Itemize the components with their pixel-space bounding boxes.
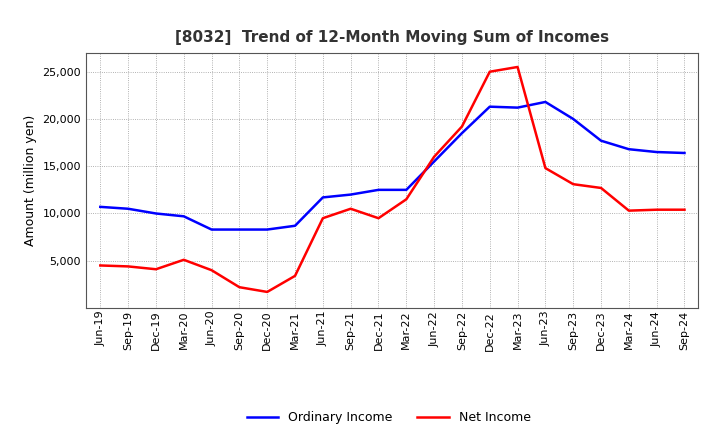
- Net Income: [680, 207, 689, 213]
- Line: Ordinary Income: Ordinary Income: [100, 102, 685, 230]
- Ordinary Income: [235, 227, 243, 232]
- Ordinary Income: [207, 227, 216, 232]
- Net Income: [346, 206, 355, 211]
- Ordinary Income: [291, 223, 300, 228]
- Legend: Ordinary Income, Net Income: Ordinary Income, Net Income: [242, 407, 536, 429]
- Ordinary Income: [680, 150, 689, 156]
- Net Income: [235, 285, 243, 290]
- Ordinary Income: [346, 192, 355, 197]
- Net Income: [152, 267, 161, 272]
- Net Income: [124, 264, 132, 269]
- Net Income: [179, 257, 188, 262]
- Net Income: [597, 185, 606, 191]
- Ordinary Income: [652, 150, 661, 155]
- Ordinary Income: [124, 206, 132, 211]
- Ordinary Income: [318, 195, 327, 200]
- Ordinary Income: [430, 159, 438, 164]
- Net Income: [541, 165, 550, 171]
- Ordinary Income: [485, 104, 494, 109]
- Net Income: [96, 263, 104, 268]
- Title: [8032]  Trend of 12-Month Moving Sum of Incomes: [8032] Trend of 12-Month Moving Sum of I…: [176, 29, 609, 45]
- Ordinary Income: [263, 227, 271, 232]
- Net Income: [291, 273, 300, 279]
- Ordinary Income: [541, 99, 550, 105]
- Ordinary Income: [402, 187, 410, 192]
- Ordinary Income: [374, 187, 383, 192]
- Net Income: [318, 216, 327, 221]
- Ordinary Income: [624, 147, 633, 152]
- Net Income: [652, 207, 661, 213]
- Ordinary Income: [597, 138, 606, 143]
- Ordinary Income: [569, 116, 577, 121]
- Y-axis label: Amount (million yen): Amount (million yen): [24, 115, 37, 246]
- Net Income: [402, 197, 410, 202]
- Net Income: [513, 64, 522, 70]
- Net Income: [458, 124, 467, 129]
- Net Income: [624, 208, 633, 213]
- Line: Net Income: Net Income: [100, 67, 685, 292]
- Ordinary Income: [96, 204, 104, 209]
- Net Income: [430, 154, 438, 159]
- Ordinary Income: [458, 131, 467, 136]
- Net Income: [485, 69, 494, 74]
- Ordinary Income: [179, 214, 188, 219]
- Net Income: [263, 289, 271, 294]
- Net Income: [569, 182, 577, 187]
- Ordinary Income: [152, 211, 161, 216]
- Net Income: [207, 268, 216, 273]
- Net Income: [374, 216, 383, 221]
- Ordinary Income: [513, 105, 522, 110]
